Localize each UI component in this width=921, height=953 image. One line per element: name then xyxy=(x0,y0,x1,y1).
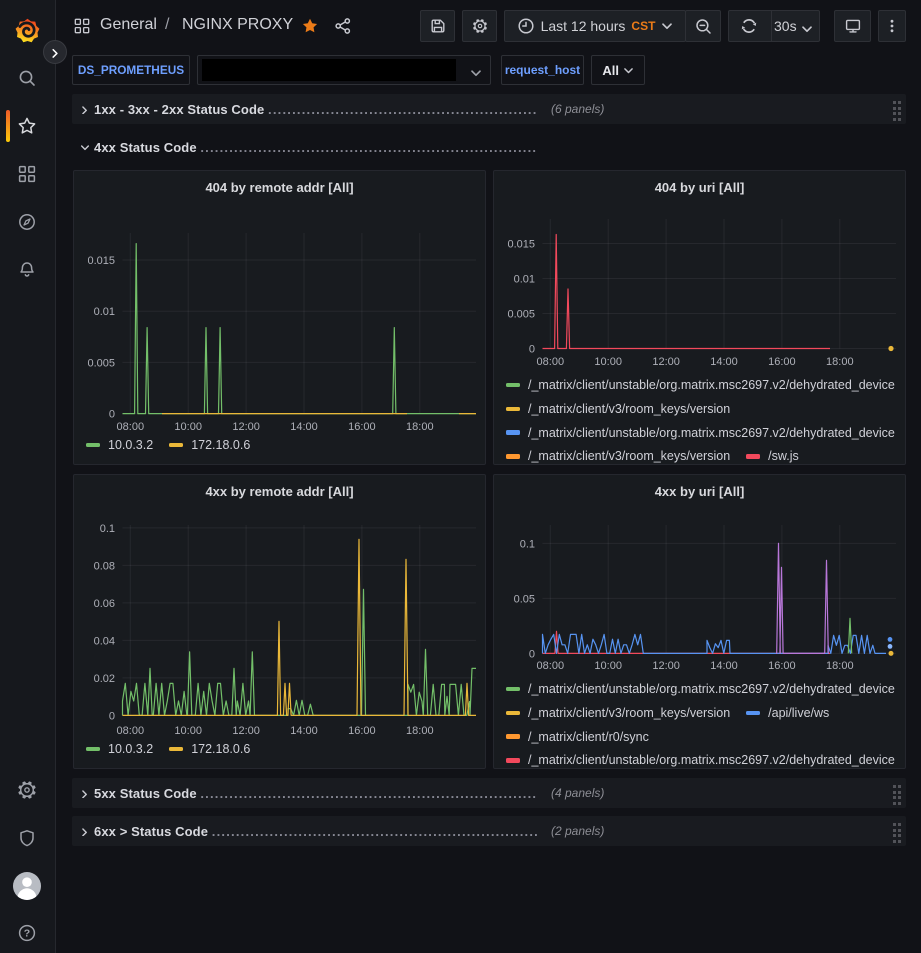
svg-text:16:00: 16:00 xyxy=(768,660,796,672)
svg-text:0: 0 xyxy=(529,648,535,660)
svg-text:16:00: 16:00 xyxy=(768,356,796,368)
svg-text:16:00: 16:00 xyxy=(348,725,376,737)
svg-text:10:00: 10:00 xyxy=(174,725,202,737)
svg-text:12:00: 12:00 xyxy=(652,660,680,672)
svg-text:14:00: 14:00 xyxy=(290,725,318,737)
svg-text:0: 0 xyxy=(109,409,115,421)
svg-text:0: 0 xyxy=(529,344,535,356)
svg-text:10:00: 10:00 xyxy=(594,660,622,672)
svg-text:08:00: 08:00 xyxy=(117,421,145,433)
svg-text:08:00: 08:00 xyxy=(537,356,565,368)
svg-text:10:00: 10:00 xyxy=(174,421,202,433)
svg-text:0.02: 0.02 xyxy=(94,673,115,685)
svg-text:0.015: 0.015 xyxy=(507,239,535,251)
svg-text:0.06: 0.06 xyxy=(94,598,115,610)
svg-text:18:00: 18:00 xyxy=(826,356,854,368)
svg-text:12:00: 12:00 xyxy=(232,725,260,737)
svg-text:0.005: 0.005 xyxy=(87,357,115,369)
svg-text:0: 0 xyxy=(109,710,115,722)
svg-text:?: ? xyxy=(24,928,30,940)
svg-text:16:00: 16:00 xyxy=(348,421,376,433)
svg-text:0.08: 0.08 xyxy=(94,560,115,572)
svg-text:0.1: 0.1 xyxy=(520,538,535,550)
svg-text:0.1: 0.1 xyxy=(100,523,115,535)
svg-text:0.01: 0.01 xyxy=(94,306,115,318)
svg-text:18:00: 18:00 xyxy=(826,660,854,672)
svg-text:12:00: 12:00 xyxy=(652,356,680,368)
svg-text:18:00: 18:00 xyxy=(406,725,434,737)
svg-text:18:00: 18:00 xyxy=(406,421,434,433)
svg-text:14:00: 14:00 xyxy=(710,660,738,672)
svg-text:0.04: 0.04 xyxy=(94,635,115,647)
svg-text:08:00: 08:00 xyxy=(117,725,145,737)
svg-text:14:00: 14:00 xyxy=(710,356,738,368)
svg-text:10:00: 10:00 xyxy=(594,356,622,368)
svg-text:0.05: 0.05 xyxy=(514,593,535,605)
svg-text:0.01: 0.01 xyxy=(514,274,535,286)
svg-text:12:00: 12:00 xyxy=(232,421,260,433)
svg-text:0.005: 0.005 xyxy=(507,309,535,321)
svg-text:08:00: 08:00 xyxy=(537,660,565,672)
svg-text:14:00: 14:00 xyxy=(290,421,318,433)
svg-text:0.015: 0.015 xyxy=(87,255,115,267)
